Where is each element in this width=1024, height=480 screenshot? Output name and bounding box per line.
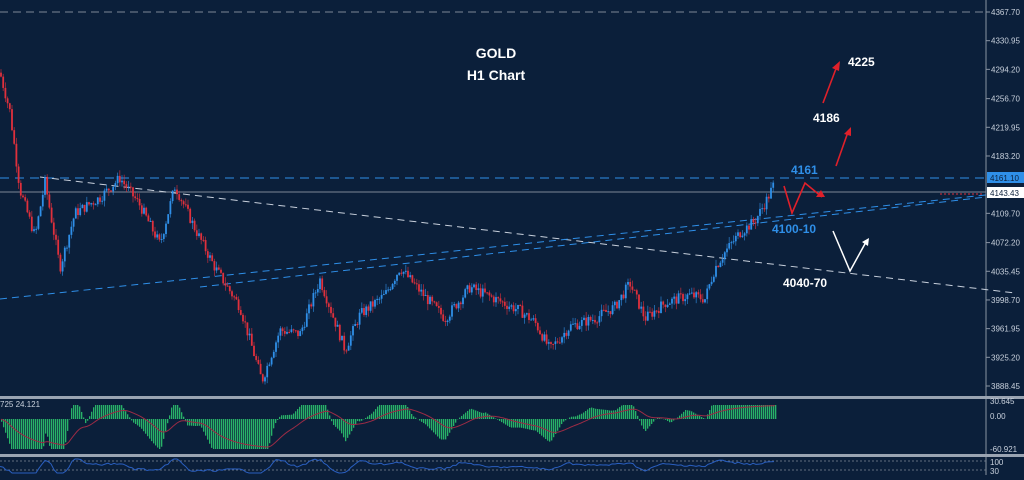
price-tick-label: 4330.95 bbox=[991, 37, 1020, 46]
chart-title: GOLD bbox=[476, 45, 516, 61]
price-tick-label: 3888.45 bbox=[991, 382, 1020, 391]
price-tick-label: 4072.20 bbox=[991, 239, 1020, 248]
price-tick-label: 4294.20 bbox=[991, 65, 1020, 74]
current-price-tag-text: 4143.43 bbox=[990, 189, 1019, 198]
support-4100-label: 4100-10 bbox=[772, 222, 816, 236]
price-tick-label: 4183.20 bbox=[991, 152, 1020, 161]
arrow-to-4225 bbox=[823, 66, 837, 103]
pane-separator-2[interactable] bbox=[0, 454, 1024, 457]
chart-subtitle: H1 Chart bbox=[467, 67, 526, 83]
price-tick-label: 4109.70 bbox=[991, 209, 1020, 218]
price-tick-label: 3961.95 bbox=[991, 325, 1020, 334]
price-tick-label: 3925.20 bbox=[991, 353, 1020, 362]
macd-tick-zero: 0.00 bbox=[990, 412, 1006, 421]
descending-trendline bbox=[40, 177, 1015, 293]
macd-tick-top: 30.645 bbox=[990, 397, 1015, 406]
candlestick-series bbox=[0, 69, 774, 384]
arrow-head-icon bbox=[832, 61, 840, 71]
price-tick-label: 4367.70 bbox=[991, 8, 1020, 17]
pane-separator[interactable] bbox=[0, 396, 1024, 399]
target-4186-label: 4186 bbox=[813, 111, 840, 125]
macd-tick-bottom: -60.921 bbox=[990, 445, 1018, 454]
resistance-4161-label: 4161 bbox=[791, 163, 818, 177]
target-4225-label: 4225 bbox=[848, 55, 875, 69]
support-4040-label: 4040-70 bbox=[783, 276, 827, 290]
arrow-head-icon bbox=[862, 238, 869, 246]
price-tick-label: 4256.70 bbox=[991, 95, 1020, 104]
osc-tick-low: 30 bbox=[990, 467, 999, 475]
macd-label: 725 24.121 bbox=[0, 400, 41, 409]
resistance-price-tag-text: 4161.10 bbox=[990, 174, 1019, 183]
price-tick-label: 4219.95 bbox=[991, 123, 1020, 132]
price-axis: 4367.70 4330.95 4294.20 4256.70 4219.95 4183.… bbox=[986, 8, 1020, 391]
osc-tick-high: 100 bbox=[990, 458, 1004, 467]
price-tick-label: 4035.45 bbox=[991, 267, 1020, 276]
price-tick-label: 3998.70 bbox=[991, 296, 1020, 305]
arrow-to-4186 bbox=[836, 132, 848, 166]
arrow-head-icon bbox=[844, 127, 851, 136]
ascending-channel-upper bbox=[0, 195, 986, 299]
zigzag-projection bbox=[784, 183, 822, 213]
v-projection bbox=[833, 231, 866, 271]
